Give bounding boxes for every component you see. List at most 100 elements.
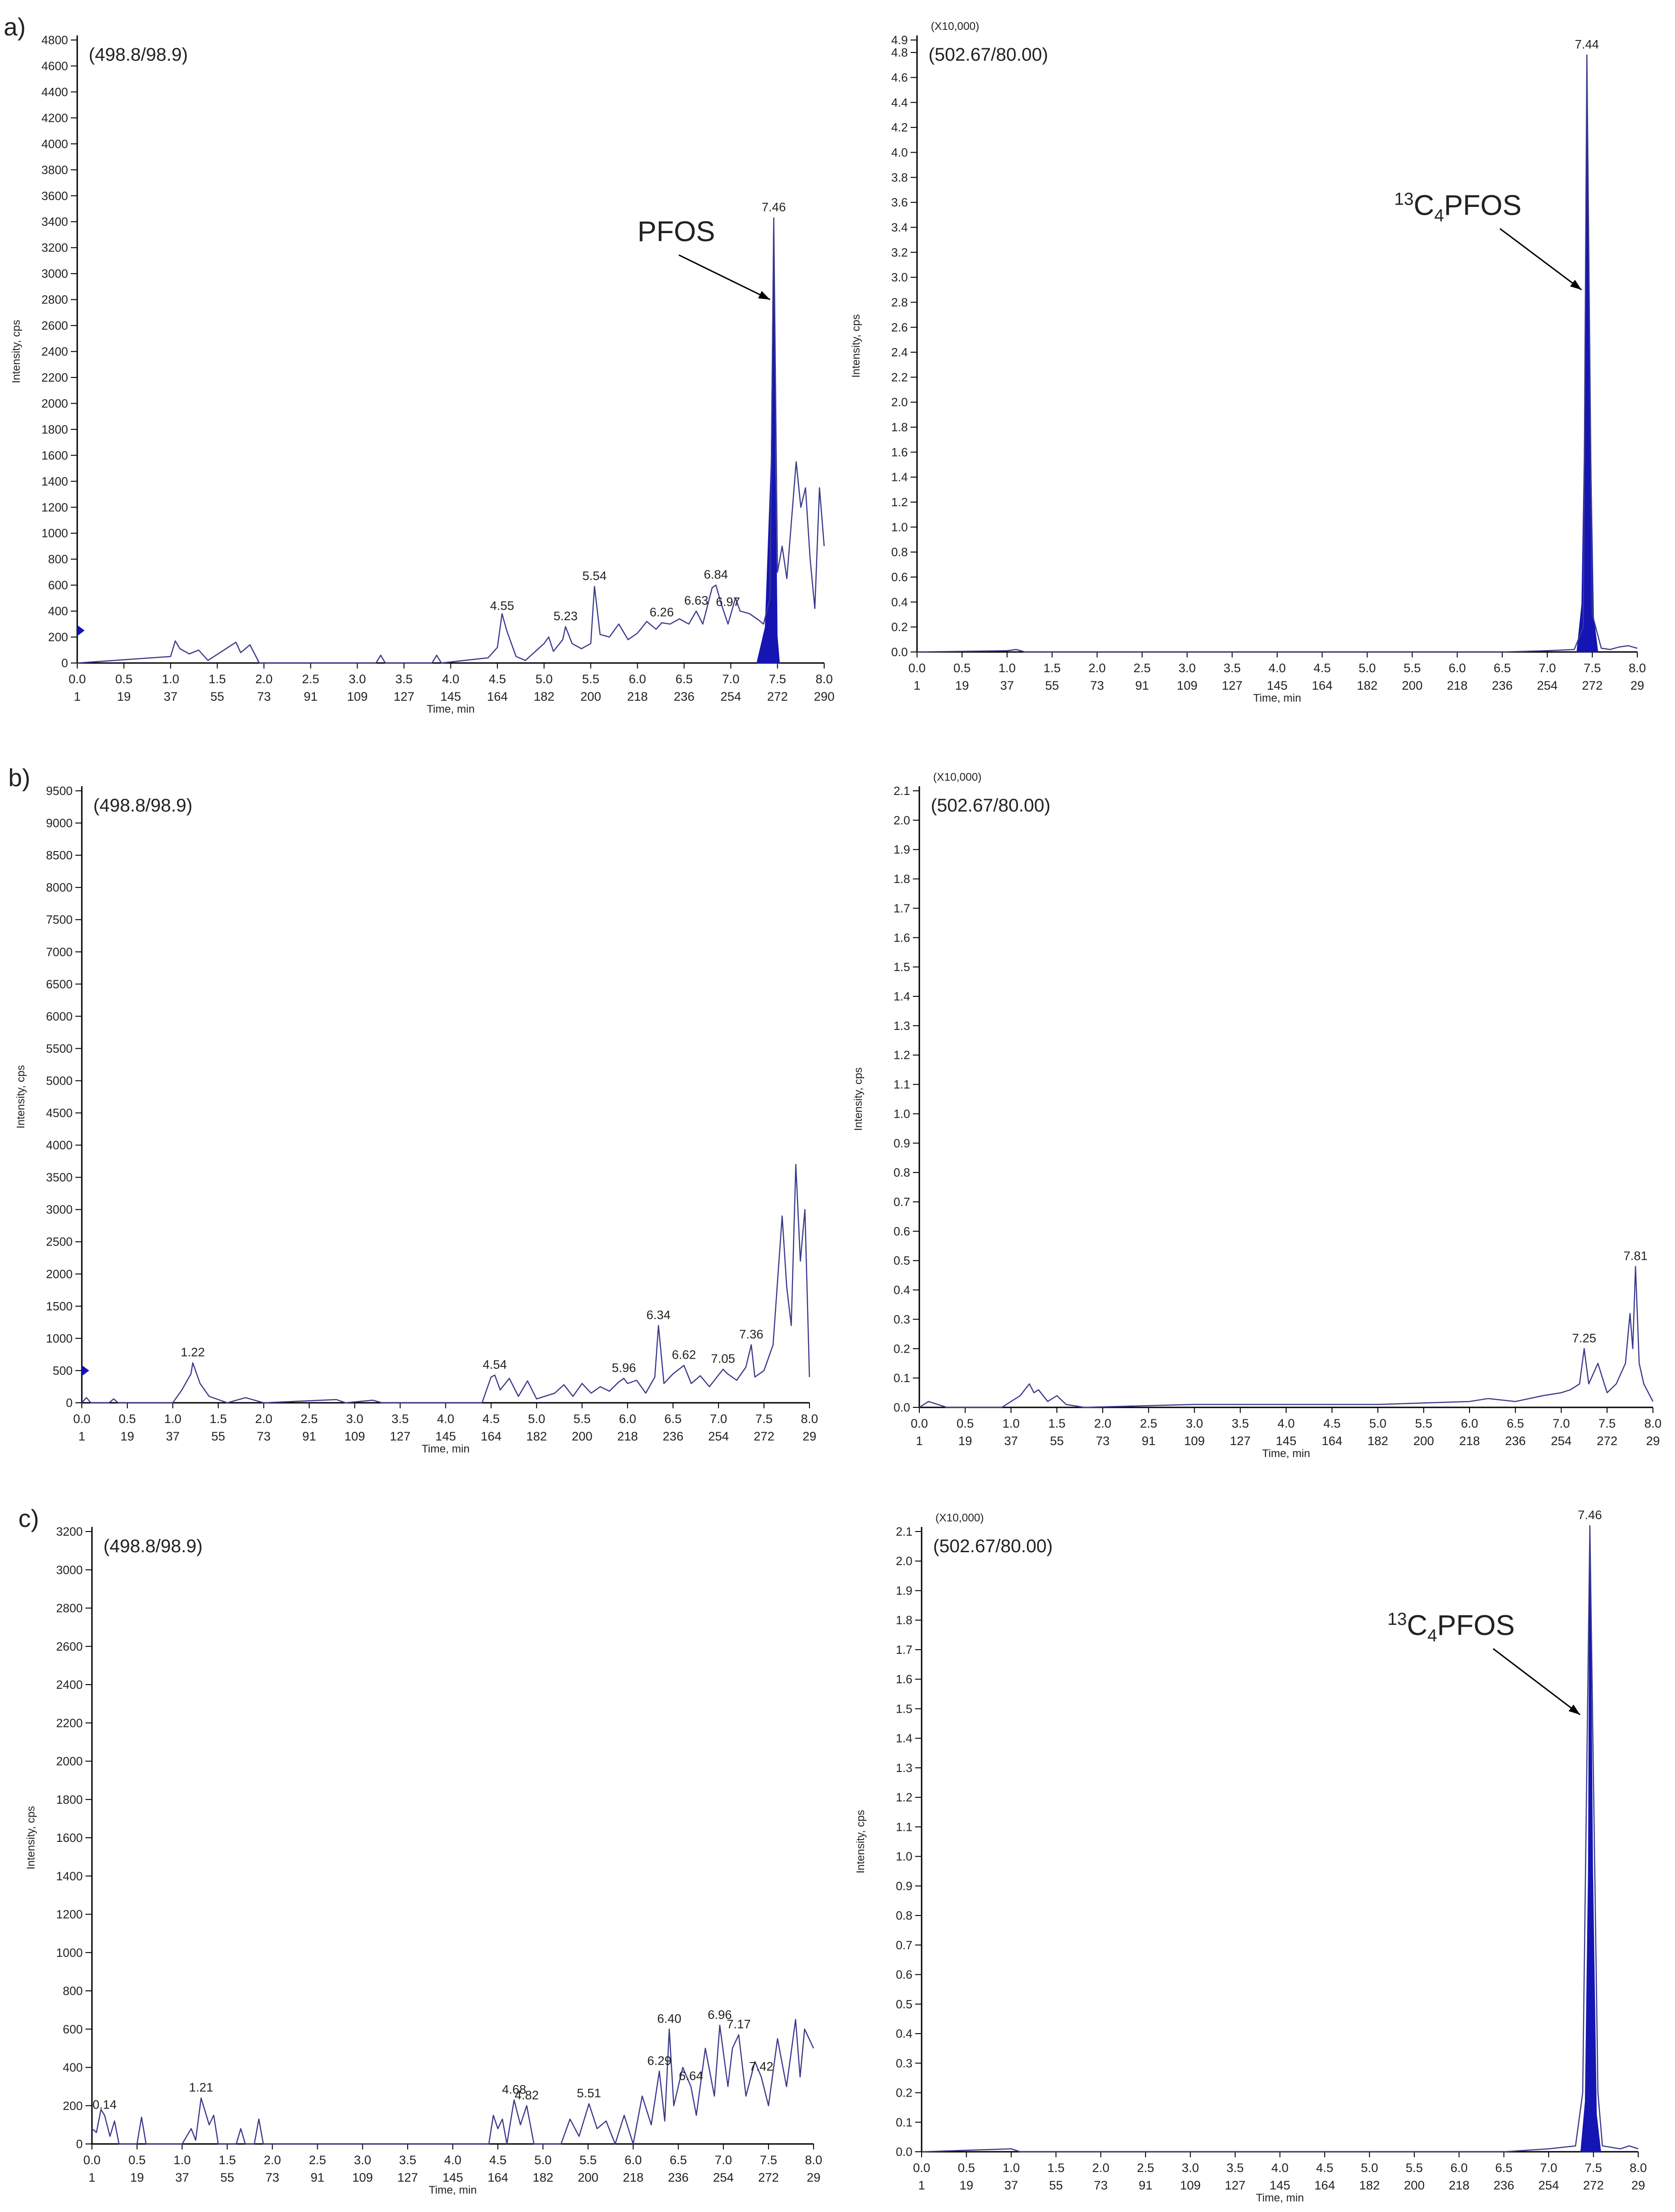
y-tick-label: 1.5 <box>896 1702 912 1715</box>
peak-label: 7.17 <box>727 2018 751 2031</box>
y-axis-title: Intensity, cps <box>25 1806 37 1869</box>
y-tick-label: 1.8 <box>894 872 910 886</box>
chart-panel-c-right: 0.0 0.1 0.2 0.3 0.4 0.5 0.6 0.7 0.8 0.9 1.0 1.1 1.2 1… <box>855 1508 1647 2204</box>
chromatogram-trace <box>921 1525 1639 2153</box>
y-tick-label: 8000 <box>46 880 73 894</box>
scan-number-label: 109 <box>1180 2178 1201 2192</box>
y-tick-label: 600 <box>63 2022 83 2036</box>
scan-number-label: 182 <box>1367 1434 1388 1448</box>
y-tick-label: 0.5 <box>896 1997 912 2011</box>
y-tick-label: 1.8 <box>891 420 908 434</box>
y-tick-label: 0.2 <box>896 2086 912 2100</box>
scan-number-label: 19 <box>117 690 131 703</box>
y-tick-label: 4400 <box>41 85 68 99</box>
x-tick-label: 1.5 <box>1043 661 1061 675</box>
baseline-marker <box>77 625 85 636</box>
scan-number-label: 109 <box>1177 679 1197 692</box>
x-tick-label: 5.0 <box>528 1412 546 1426</box>
x-tick-label: 6.5 <box>1507 1417 1524 1430</box>
x-tick-label: 5.5 <box>1404 661 1421 675</box>
transition-label: (498.8/98.9) <box>103 1536 203 1556</box>
peak-label: 6.84 <box>704 568 728 582</box>
y-tick-label: 1.9 <box>896 1583 912 1597</box>
x-tick-label: 0.5 <box>957 1417 974 1430</box>
x-tick-label: 0.0 <box>68 672 86 686</box>
y-tick-label: 0.4 <box>891 595 908 609</box>
scan-number-label: 145 <box>1270 2178 1290 2192</box>
peak-label: 6.62 <box>672 1348 696 1362</box>
transition-label: (502.67/80.00) <box>929 45 1048 65</box>
scan-number-label: 236 <box>1505 1434 1526 1448</box>
peak-label: 1.22 <box>181 1345 205 1359</box>
scan-number-label: 55 <box>220 2171 234 2184</box>
y-tick-label: 0.4 <box>896 2027 912 2041</box>
compound-annotation: 13C4PFOS <box>1387 1610 1515 1646</box>
y-tick-label: 4.2 <box>891 120 908 134</box>
annotation-arrow-head <box>758 291 770 300</box>
y-tick-label: 1.4 <box>891 470 908 484</box>
y-tick-label: 0 <box>76 2137 83 2151</box>
scan-number-label: 1 <box>88 2171 95 2184</box>
x-tick-label: 4.0 <box>442 672 460 686</box>
x-tick-label: 2.0 <box>264 2153 281 2167</box>
x-tick-label: 5.0 <box>1369 1417 1387 1430</box>
scan-number-label: 91 <box>1135 679 1149 692</box>
y-tick-label: 1.3 <box>894 1019 910 1033</box>
y-tick-label: 400 <box>63 2061 83 2075</box>
scan-number-label: 55 <box>211 690 224 703</box>
y-tick-label: 5500 <box>46 1041 73 1055</box>
x-tick-label: 4.5 <box>1323 1417 1341 1430</box>
scan-number-label: 272 <box>767 690 788 703</box>
x-tick-label: 1.5 <box>1048 2161 1065 2175</box>
x-tick-label: 0.5 <box>115 672 133 686</box>
y-tick-label: 1.0 <box>896 1850 912 1863</box>
peak-label: 6.96 <box>708 2008 732 2022</box>
scan-number-label: 164 <box>487 690 508 703</box>
y-tick-label: 0.9 <box>896 1879 912 1893</box>
y-tick-label: 0.5 <box>894 1254 910 1268</box>
scan-number-label: 127 <box>1222 679 1242 692</box>
x-tick-label: 5.0 <box>534 2153 552 2167</box>
chromatogram-trace <box>917 54 1638 653</box>
y-tick-label: 1.0 <box>894 1107 910 1120</box>
x-tick-label: 1.0 <box>998 661 1016 675</box>
scan-number-label: 254 <box>720 690 741 703</box>
peak-label: 6.63 <box>684 594 708 607</box>
peak-label: 6.64 <box>679 2069 703 2083</box>
scan-number-label: 127 <box>393 690 414 703</box>
y-tick-label: 0.1 <box>896 2115 912 2129</box>
scan-number-label: 164 <box>1322 1434 1342 1448</box>
scan-number-label: 91 <box>302 1429 316 1443</box>
y-tick-label: 1400 <box>56 1869 83 1883</box>
x-tick-label: 4.5 <box>489 672 506 686</box>
scan-number-label: 236 <box>1493 2178 1514 2192</box>
x-tick-label: 5.0 <box>1359 661 1376 675</box>
y-tick-label: 1.6 <box>896 1672 912 1686</box>
scan-number-label: 1 <box>918 2178 925 2192</box>
scan-number-label: 29 <box>1630 679 1644 692</box>
y-tick-label: 1.2 <box>896 1790 912 1804</box>
x-tick-label: 7.5 <box>1584 661 1601 675</box>
x-tick-label: 0.0 <box>911 1417 928 1430</box>
x-tick-label: 1.0 <box>162 672 179 686</box>
x-tick-label: 1.0 <box>1003 1417 1020 1430</box>
y-tick-label: 2000 <box>56 1755 83 1768</box>
compound-annotation: 13C4PFOS <box>1394 189 1521 225</box>
scan-number-label: 91 <box>304 690 318 703</box>
scan-number-label: 127 <box>390 1429 410 1443</box>
x-tick-label: 3.5 <box>1231 1417 1249 1430</box>
y-tick-label: 1200 <box>41 500 68 514</box>
scan-number-label: 218 <box>1459 1434 1480 1448</box>
scan-number-label: 37 <box>175 2171 189 2184</box>
x-tick-label: 6.0 <box>1450 2161 1468 2175</box>
scan-number-label: 145 <box>442 2171 463 2184</box>
x-tick-label: 1.0 <box>1003 2161 1020 2175</box>
scan-number-label: 37 <box>1004 1434 1018 1448</box>
peak-label: 5.96 <box>612 1361 636 1375</box>
y-tick-label: 4000 <box>41 137 68 151</box>
scan-number-label: 272 <box>1597 1434 1618 1448</box>
scan-number-label: 272 <box>758 2171 779 2184</box>
scan-number-label: 1 <box>913 679 920 692</box>
x-tick-label: 0.0 <box>83 2153 101 2167</box>
annotation-arrow-head <box>1568 1704 1580 1715</box>
